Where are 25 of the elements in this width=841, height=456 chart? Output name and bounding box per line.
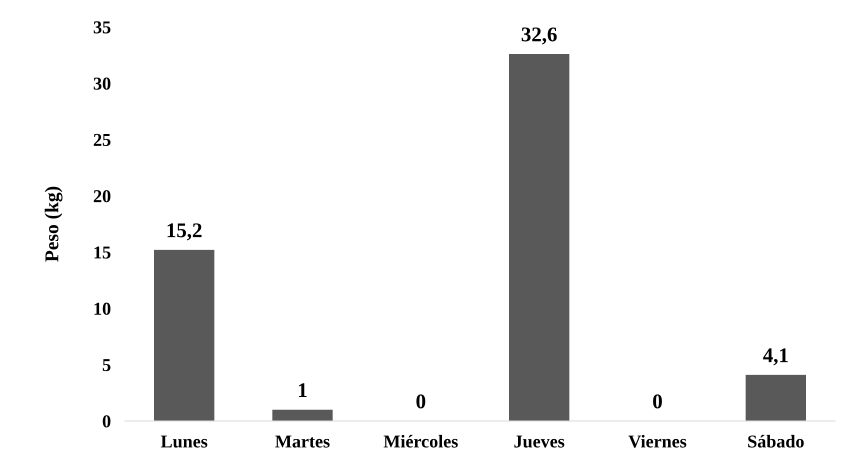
bar xyxy=(272,410,333,421)
y-tick-label: 30 xyxy=(94,78,110,90)
y-tick-label: 20 xyxy=(94,190,110,202)
x-tick-label: Lunes xyxy=(160,436,208,448)
bar xyxy=(508,54,570,421)
x-tick-label: Miércoles xyxy=(384,434,458,448)
data-label: 0 xyxy=(653,394,662,408)
y-tick-label: 0 xyxy=(102,415,110,428)
y-tick-label: 5 xyxy=(102,359,110,372)
y-axis-title: Peso (kg) xyxy=(44,186,62,262)
data-label: 0 xyxy=(416,394,426,408)
bar xyxy=(746,374,806,421)
y-tick-label: 35 xyxy=(94,21,110,34)
x-tick-label: Sábado xyxy=(748,434,804,448)
data-label: 1 xyxy=(298,383,307,397)
y-tick-label: 25 xyxy=(94,134,110,146)
bar xyxy=(154,250,214,421)
x-tick-label: Viernes xyxy=(628,434,686,448)
data-label: 4,1 xyxy=(763,348,788,366)
data-label: 15,2 xyxy=(168,223,202,240)
data-label: 32,6 xyxy=(522,27,557,44)
y-tick-label: 10 xyxy=(94,302,110,315)
x-tick-label: Jueves xyxy=(514,436,564,448)
y-tick-label: 15 xyxy=(94,246,110,259)
x-tick-label: Martes xyxy=(275,436,330,448)
